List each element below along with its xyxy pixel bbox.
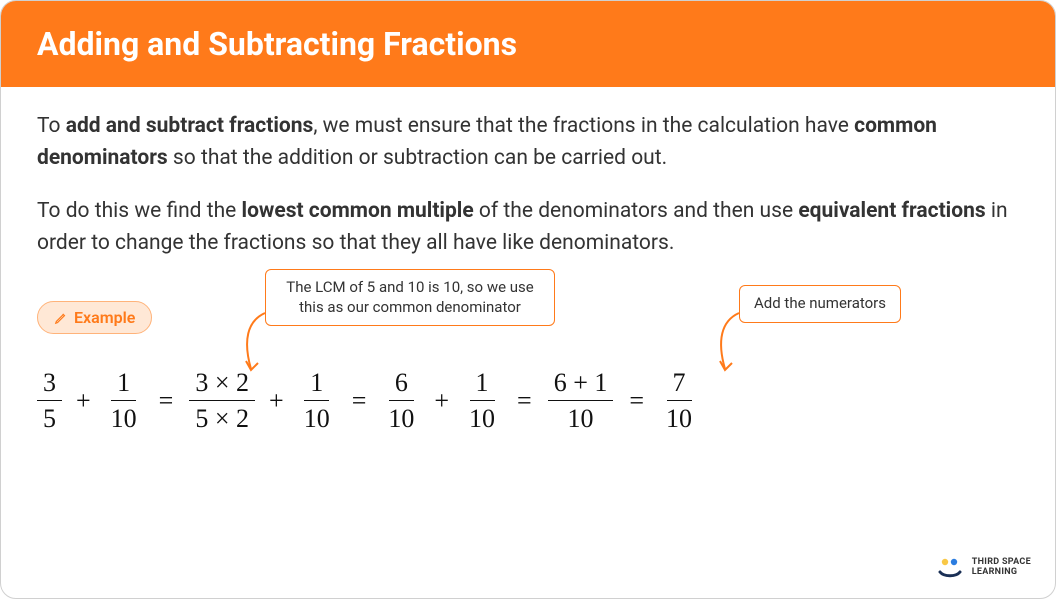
numerator: 1	[111, 369, 136, 401]
denominator: 10	[562, 401, 600, 432]
operator-equals: =	[340, 386, 379, 416]
numerator: 1	[470, 369, 495, 401]
example-area: Example The LCM of 5 and 10 is 10, so we…	[1, 281, 1055, 433]
intro-paragraph-1: To add and subtract fractions, we must e…	[37, 111, 1019, 174]
page-title: Adding and Subtracting Fractions	[37, 25, 1019, 63]
operator-equals: =	[617, 386, 656, 416]
operator-equals: =	[147, 386, 186, 416]
annotation-text: this as our common denominator	[278, 298, 542, 318]
intro-paragraph-2: To do this we find the lowest common mul…	[37, 196, 1019, 259]
denominator: 5	[37, 401, 62, 432]
annotation-text: The LCM of 5 and 10 is 10, so we use	[278, 278, 542, 298]
fraction: 610	[382, 369, 420, 433]
annotation-lcm: The LCM of 5 and 10 is 10, so we use thi…	[265, 269, 555, 326]
pencil-icon	[54, 311, 68, 325]
text: , we must ensure that the fractions in t…	[313, 114, 854, 138]
intro-content: To add and subtract fractions, we must e…	[1, 87, 1055, 259]
operator-plus: +	[259, 386, 294, 416]
arrow-icon	[707, 311, 747, 377]
numerator: 1	[304, 369, 329, 401]
fraction: 710	[660, 369, 698, 433]
fraction: 3 × 25 × 2	[189, 369, 255, 433]
denominator: 10	[105, 401, 143, 432]
logo-line: LEARNING	[972, 567, 1031, 577]
annotation-add: Add the numerators	[739, 285, 901, 323]
operator-plus: +	[66, 386, 101, 416]
annotation-text: Add the numerators	[754, 294, 886, 312]
text: To do this we find the	[37, 199, 242, 223]
fraction: 35	[37, 369, 62, 433]
bold-text: lowest common multiple	[242, 199, 474, 223]
logo-line: THIRD SPACE	[972, 557, 1031, 567]
logo-text: THIRD SPACE LEARNING	[972, 557, 1031, 578]
example-badge: Example	[37, 301, 152, 334]
fraction: 110	[298, 369, 336, 433]
bold-text: equivalent fractions	[798, 199, 985, 223]
logo-icon	[936, 556, 964, 578]
denominator: 5 × 2	[189, 401, 255, 432]
fraction: 110	[463, 369, 501, 433]
brand-logo: THIRD SPACE LEARNING	[936, 556, 1031, 578]
denominator: 10	[463, 401, 501, 432]
bold-text: add and subtract fractions	[66, 114, 314, 138]
numerator: 3	[37, 369, 62, 401]
text: To	[37, 114, 66, 138]
text: so that the addition or subtraction can …	[168, 146, 667, 170]
card-header: Adding and Subtracting Fractions	[1, 1, 1055, 87]
denominator: 10	[660, 401, 698, 432]
fraction: 6 + 110	[548, 369, 614, 433]
fraction: 110	[105, 369, 143, 433]
operator-equals: =	[505, 386, 544, 416]
denominator: 10	[382, 401, 420, 432]
numerator: 7	[667, 369, 692, 401]
lesson-card: Adding and Subtracting Fractions To add …	[0, 0, 1056, 599]
text: of the denominators and then use	[474, 199, 799, 223]
numerator: 6 + 1	[548, 369, 614, 401]
denominator: 10	[298, 401, 336, 432]
arrow-icon	[237, 311, 277, 377]
numerator: 6	[389, 369, 414, 401]
example-badge-label: Example	[74, 308, 135, 327]
operator-plus: +	[424, 386, 459, 416]
